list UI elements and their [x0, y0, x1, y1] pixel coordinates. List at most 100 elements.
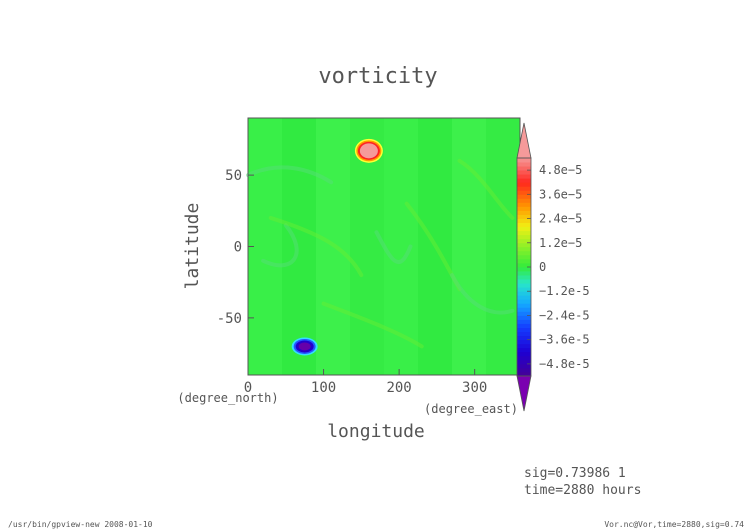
colorbar-band: [517, 307, 531, 312]
colorbar-band: [517, 198, 531, 203]
colorbar-band: [517, 291, 531, 296]
x-tick-label: 200: [386, 380, 411, 396]
colorbar-band: [517, 295, 531, 300]
longitude-band: [486, 118, 520, 375]
filament: [457, 158, 515, 220]
y-tick-label: -50: [217, 311, 242, 327]
plot-area: [246, 117, 521, 376]
colorbar-band: [517, 182, 531, 187]
colorbar-tick-label: 3.6e−5: [539, 187, 582, 201]
colorbar-band: [517, 162, 531, 167]
longitude-band: [452, 118, 486, 375]
colorbar-band: [517, 170, 531, 175]
colorbar-band: [517, 226, 531, 232]
filament: [261, 223, 299, 268]
filament: [321, 301, 424, 349]
colorbar-tick-label: 1.2e−5: [539, 236, 582, 250]
x-axis-ticks: 0 100 200 300: [244, 369, 487, 396]
colorbar-band: [517, 230, 531, 236]
colorbar-band: [517, 287, 531, 292]
colorbar-band: [517, 218, 531, 223]
colorbar-tick-label: −1.2e-5: [539, 284, 590, 298]
colorbar: 4.8e−5 3.6e−5 2.4e−5 1.2e−5 0 −1.2e-5 −2.4e-5 −…: [516, 122, 590, 412]
time-annotation: time=2880 hours: [524, 483, 641, 498]
colorbar-band: [517, 279, 531, 284]
vorticity-filaments: [246, 158, 515, 349]
y-tick-label: 0: [234, 240, 242, 256]
x-tick-label: 0: [244, 380, 252, 396]
y-tick-label: 50: [225, 168, 242, 184]
colorbar-band: [517, 258, 531, 264]
colorbar-band: [517, 242, 531, 248]
colorbar-tick-label: 0: [539, 260, 546, 274]
colorbar-tick-label: −2.4e-5: [539, 308, 590, 322]
colorbar-band: [517, 238, 531, 244]
colorbar-tick-label: 2.4e−5: [539, 212, 582, 226]
colorbar-band: [517, 335, 531, 341]
filament: [246, 165, 334, 185]
colorbar-band: [517, 363, 531, 369]
colorbar-tick-label: −3.6e-5: [539, 333, 590, 347]
colorbar-band: [517, 367, 531, 373]
colorbar-band: [517, 275, 531, 280]
colorbar-band: [517, 206, 531, 211]
x-tick-label: 100: [311, 380, 336, 396]
colorbar-ticks: 4.8e−5 3.6e−5 2.4e−5 1.2e−5 0 −1.2e-5 −2.4e-5 −…: [527, 163, 590, 371]
colorbar-band: [517, 190, 531, 195]
colorbar-band: [517, 234, 531, 240]
colorbar-band: [517, 271, 531, 276]
colorbar-band: [517, 262, 531, 268]
x-axis-title: longitude: [327, 421, 425, 442]
colorbar-band: [517, 214, 531, 219]
colorbar-tick-label: −4.8e-5: [539, 357, 590, 371]
colorbar-band: [517, 339, 531, 345]
colorbar-band: [517, 315, 531, 320]
x-unit-label: (degree_east): [424, 402, 518, 416]
positive-vortex: [359, 143, 378, 159]
y-unit-label: (degree_north): [177, 391, 278, 405]
colorbar-band: [517, 174, 531, 179]
colorbar-band: [517, 359, 531, 365]
colorbar-band: [517, 246, 531, 252]
colorbar-band: [517, 299, 531, 304]
colorbar-band: [517, 186, 531, 191]
colorbar-band: [517, 303, 531, 308]
colorbar-band: [517, 202, 531, 207]
y-axis-ticks: 50 0 -50: [217, 168, 254, 327]
footer-right: Vor.nc@Vor,time=2880,sig=0.74: [604, 520, 744, 529]
colorbar-tick-label: 4.8e−5: [539, 163, 582, 177]
colorbar-band: [517, 347, 531, 353]
colorbar-bands: [517, 158, 531, 377]
footer-left: /usr/bin/gpview-new 2008-01-10: [8, 520, 153, 529]
colorbar-band: [517, 351, 531, 357]
colorbar-band: [517, 327, 531, 332]
colorbar-band: [517, 371, 531, 377]
colorbar-min-arrow: [516, 375, 532, 412]
negative-vortex: [298, 342, 311, 351]
longitude-band: [282, 118, 316, 375]
vortex-features: [291, 138, 383, 356]
colorbar-band: [517, 250, 531, 256]
chart-title: vorticity: [318, 64, 437, 89]
colorbar-band: [517, 158, 531, 163]
filament: [374, 230, 413, 264]
colorbar-band: [517, 283, 531, 288]
filament: [268, 215, 364, 278]
colorbar-band: [517, 319, 531, 324]
colorbar-band: [517, 194, 531, 199]
colorbar-band: [517, 210, 531, 215]
sigma-annotation: sig=0.73986 1: [524, 466, 626, 481]
colorbar-band: [517, 178, 531, 183]
colorbar-band: [517, 166, 531, 171]
colorbar-band: [517, 343, 531, 349]
colorbar-band: [517, 254, 531, 260]
filament: [450, 273, 515, 315]
colorbar-band: [517, 311, 531, 316]
y-axis-title: latitude: [182, 203, 203, 290]
colorbar-band: [517, 331, 531, 337]
x-tick-label: 300: [462, 380, 487, 396]
colorbar-band: [517, 267, 531, 272]
colorbar-band: [517, 323, 531, 328]
